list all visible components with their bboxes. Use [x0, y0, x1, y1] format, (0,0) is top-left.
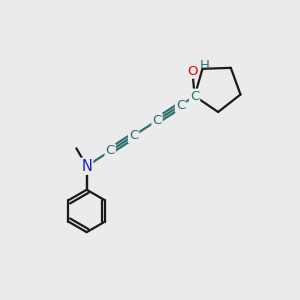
- Text: C: C: [106, 145, 115, 158]
- Text: H: H: [200, 59, 210, 72]
- Text: C: C: [152, 114, 162, 127]
- Text: C: C: [176, 99, 185, 112]
- Text: C: C: [129, 129, 138, 142]
- Text: N: N: [81, 159, 92, 174]
- Text: O: O: [187, 65, 198, 78]
- Text: C: C: [190, 90, 199, 103]
